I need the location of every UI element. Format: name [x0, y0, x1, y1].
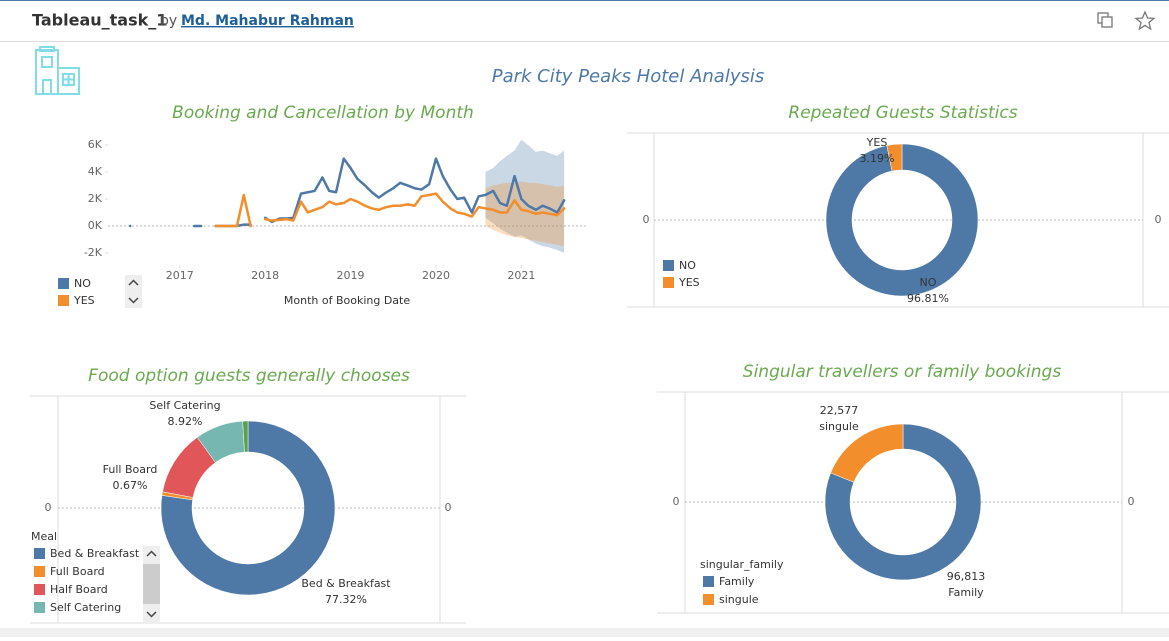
- legend-swatch: [663, 277, 674, 288]
- legend-label: singule: [719, 593, 759, 606]
- donut-slice: [830, 423, 904, 483]
- forecast-band: [485, 139, 565, 253]
- axis-tick-label: 0: [673, 495, 680, 508]
- bottom-toolbar: [0, 628, 1169, 637]
- legend-label: YES: [678, 276, 700, 289]
- legend-label: NO: [679, 259, 696, 272]
- axis-tick-label: 0: [643, 213, 650, 226]
- legend-label: Self Catering: [50, 601, 121, 614]
- scroll-up: [128, 279, 139, 286]
- data-label: 3.19%: [860, 152, 895, 165]
- author-link[interactable]: Md. Mahabur Rahman: [181, 13, 354, 29]
- x-axis-title: Month of Booking Date: [284, 294, 410, 307]
- legend-swatch: [34, 548, 45, 559]
- scroll-up: [146, 550, 157, 557]
- y-tick-label: 2K: [88, 192, 103, 205]
- favorite-icon[interactable]: [1134, 10, 1156, 31]
- data-label: 0.67%: [113, 479, 148, 492]
- chart-title: Booking and Cancellation by Month: [172, 103, 474, 123]
- category-label: Bed & Breakfast: [301, 577, 391, 590]
- x-tick-label: 2020: [422, 269, 450, 282]
- x-tick-label: 2019: [337, 269, 365, 282]
- category-label: Self Catering: [149, 399, 220, 412]
- legend-label: Half Board: [50, 583, 108, 596]
- copy-icon[interactable]: [1097, 12, 1113, 28]
- legend-label: NO: [74, 277, 91, 290]
- legend-swatch: [34, 602, 45, 613]
- legend-label: Bed & Breakfast: [50, 547, 140, 560]
- scroll-down: [128, 297, 139, 304]
- axis-tick-label: 0: [1155, 213, 1162, 226]
- data-label: 96.81%: [907, 292, 949, 305]
- x-tick-label: 2018: [251, 269, 279, 282]
- category-label: YES: [866, 136, 888, 149]
- legend-swatch: [34, 584, 45, 595]
- data-label: 22,577: [820, 404, 859, 417]
- data-label: 77.32%: [325, 593, 367, 606]
- legend-scroll: [125, 275, 142, 308]
- y-tick-label: 0K: [88, 219, 103, 232]
- chart-title: Food option guests generally chooses: [88, 366, 410, 386]
- axis-tick-label: 0: [45, 501, 52, 514]
- y-tick-label: 6K: [88, 138, 103, 151]
- by-text: by: [160, 13, 177, 29]
- data-label: 96,813: [947, 570, 986, 583]
- y-tick-label: -2K: [84, 246, 103, 259]
- legend-swatch: [34, 566, 45, 577]
- y-tick-label: 4K: [88, 165, 103, 178]
- x-tick-label: 2017: [166, 269, 194, 282]
- forecast-band: [485, 181, 565, 247]
- category-label: Full Board: [103, 463, 158, 476]
- category-label: Family: [948, 586, 984, 599]
- legend-swatch: [663, 260, 674, 271]
- workbook-title: Tableau_task_1: [32, 11, 167, 30]
- legend-label: Full Board: [50, 565, 105, 578]
- legend-swatch: [58, 278, 69, 289]
- donut-slice: [824, 423, 982, 581]
- legend-label: YES: [73, 294, 95, 307]
- scroll-down: [146, 611, 157, 618]
- chart-title: Singular travellers or family bookings: [743, 362, 1062, 382]
- donut-slice: [160, 420, 336, 596]
- axis-tick-label: 0: [1128, 495, 1135, 508]
- dashboard-title: Park City Peaks Hotel Analysis: [492, 66, 764, 87]
- legend-swatch: [58, 295, 69, 306]
- category-label: singule: [819, 420, 859, 433]
- scroll-thumb: [143, 564, 160, 604]
- donut-slice: [242, 420, 249, 453]
- donut-slice: [825, 143, 979, 297]
- legend-title: Meal: [31, 530, 57, 543]
- legend-label: Family: [719, 575, 755, 588]
- legend-swatch: [703, 576, 714, 587]
- x-tick-label: 2021: [507, 269, 535, 282]
- series-line: [128, 157, 566, 228]
- chart-title: Repeated Guests Statistics: [788, 103, 1017, 123]
- axis-tick-label: 0: [445, 501, 452, 514]
- legend-title: singular_family: [700, 558, 784, 571]
- category-label: NO: [920, 276, 937, 289]
- series-line: [214, 192, 566, 228]
- hotel-icon: [35, 46, 80, 95]
- legend-swatch: [703, 594, 714, 605]
- donut-slice: [886, 143, 903, 172]
- data-label: 8.92%: [168, 415, 203, 428]
